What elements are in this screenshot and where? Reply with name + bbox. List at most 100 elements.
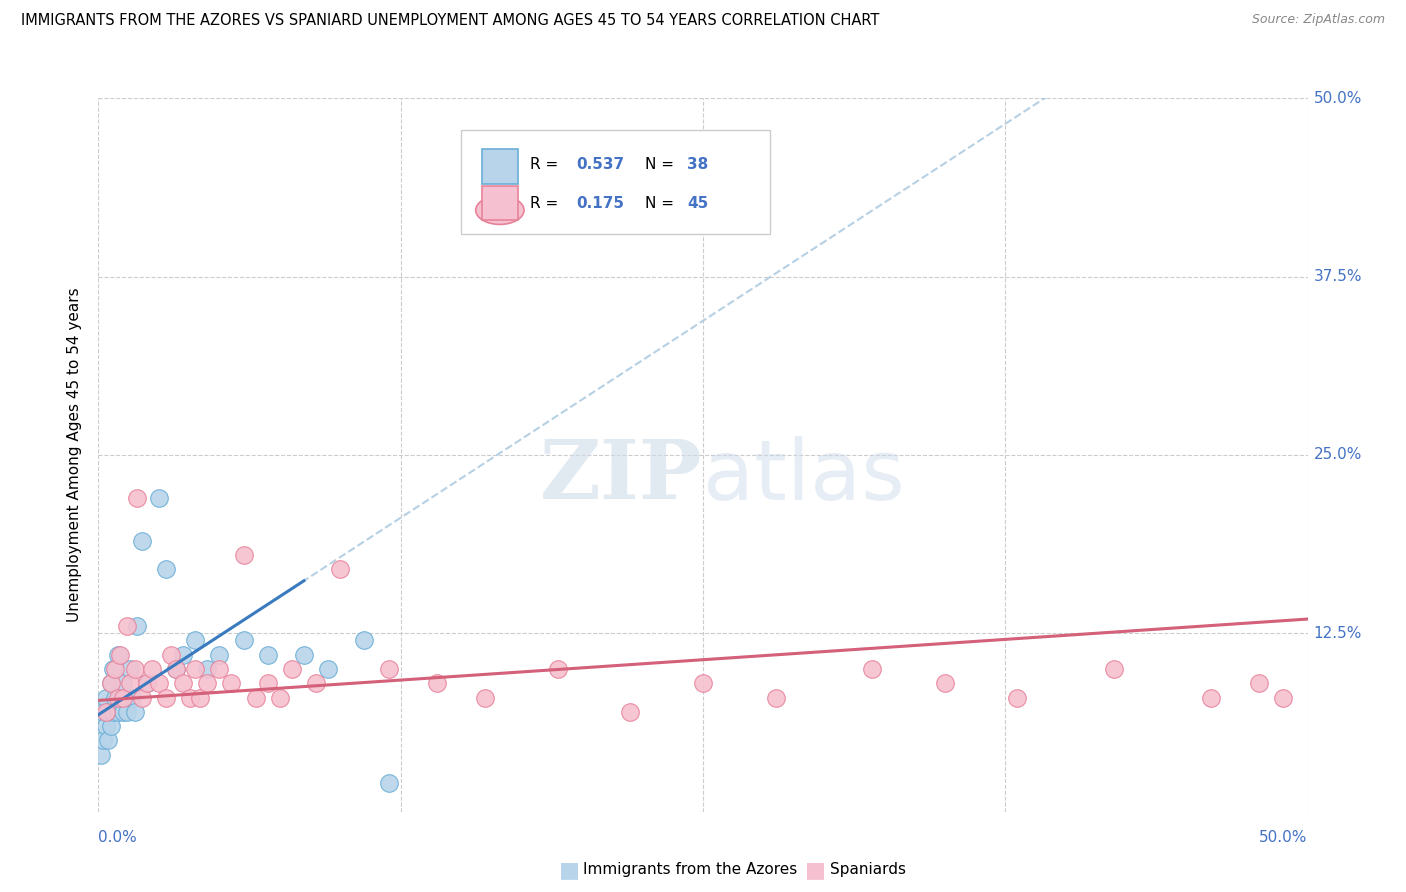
Point	[160, 648, 183, 662]
Point	[101, 662, 124, 676]
Point	[188, 690, 211, 705]
Point	[131, 533, 153, 548]
Point	[426, 676, 449, 690]
Point	[165, 662, 187, 676]
Point	[1102, 662, 1125, 676]
Text: Source: ZipAtlas.com: Source: ZipAtlas.com	[1251, 13, 1385, 27]
Point	[329, 562, 352, 576]
Point	[305, 676, 328, 690]
Text: ■: ■	[560, 860, 579, 880]
Point	[118, 676, 141, 690]
Point	[232, 548, 254, 562]
Text: 12.5%: 12.5%	[1313, 626, 1362, 640]
Y-axis label: Unemployment Among Ages 45 to 54 years: Unemployment Among Ages 45 to 54 years	[67, 287, 83, 623]
Point	[131, 690, 153, 705]
Point	[117, 705, 139, 719]
Point	[256, 676, 278, 690]
Point	[547, 662, 569, 676]
Point	[934, 676, 956, 690]
Point	[97, 733, 120, 747]
FancyBboxPatch shape	[482, 186, 517, 220]
Point	[111, 676, 134, 690]
Point	[114, 690, 136, 705]
Text: 25.0%: 25.0%	[1313, 448, 1362, 462]
Point	[108, 690, 131, 705]
Point	[256, 648, 278, 662]
Point	[90, 747, 112, 762]
Point	[94, 690, 117, 705]
Point	[377, 662, 399, 676]
Point	[155, 562, 177, 576]
Point	[1249, 676, 1271, 690]
Point	[281, 662, 304, 676]
Text: Spaniards: Spaniards	[830, 863, 905, 877]
Point	[1199, 690, 1222, 705]
Point	[1007, 690, 1029, 705]
Point	[91, 733, 114, 747]
Text: Immigrants from the Azores: Immigrants from the Azores	[583, 863, 797, 877]
Point	[155, 690, 177, 705]
Text: 50.0%: 50.0%	[1313, 91, 1362, 105]
Point	[316, 662, 339, 676]
Point	[148, 491, 170, 505]
Point	[692, 676, 714, 690]
Point	[121, 690, 143, 705]
Point	[127, 619, 149, 633]
Point	[124, 705, 146, 719]
Point	[245, 690, 267, 705]
Point	[195, 676, 218, 690]
Point	[221, 676, 243, 690]
Point	[172, 648, 194, 662]
Point	[107, 690, 129, 705]
Point	[127, 491, 149, 505]
Point	[101, 705, 124, 719]
Point	[107, 705, 129, 719]
Text: 50.0%: 50.0%	[1260, 830, 1308, 845]
Point	[208, 648, 231, 662]
Point	[165, 662, 187, 676]
Point	[208, 662, 231, 676]
Point	[377, 776, 399, 790]
Text: R =: R =	[530, 157, 564, 172]
Point	[195, 662, 218, 676]
Point	[141, 662, 163, 676]
Point	[104, 662, 127, 676]
Text: 0.537: 0.537	[576, 157, 624, 172]
Text: 0.175: 0.175	[576, 195, 624, 211]
Point	[172, 676, 194, 690]
Point	[765, 690, 787, 705]
Point	[232, 633, 254, 648]
Point	[1272, 690, 1295, 705]
FancyBboxPatch shape	[461, 130, 769, 234]
Point	[107, 648, 129, 662]
Point	[97, 705, 120, 719]
Point	[117, 619, 139, 633]
Point	[292, 648, 315, 662]
Point	[619, 705, 641, 719]
Point	[179, 690, 201, 705]
Point	[135, 676, 157, 690]
Point	[474, 690, 496, 705]
Point	[184, 662, 207, 676]
Point	[860, 662, 883, 676]
Point	[118, 662, 141, 676]
Point	[111, 690, 134, 705]
Text: N =: N =	[645, 195, 679, 211]
Point	[94, 719, 117, 733]
Point	[94, 705, 117, 719]
Point	[184, 633, 207, 648]
Point	[100, 676, 122, 690]
Point	[91, 705, 114, 719]
Text: atlas: atlas	[703, 436, 904, 516]
Text: 38: 38	[688, 157, 709, 172]
Point	[124, 662, 146, 676]
Point	[269, 690, 291, 705]
Text: N =: N =	[645, 157, 679, 172]
Point	[108, 648, 131, 662]
Point	[100, 676, 122, 690]
Point	[100, 719, 122, 733]
FancyBboxPatch shape	[482, 150, 517, 184]
Text: IMMIGRANTS FROM THE AZORES VS SPANIARD UNEMPLOYMENT AMONG AGES 45 TO 54 YEARS CO: IMMIGRANTS FROM THE AZORES VS SPANIARD U…	[21, 13, 880, 29]
Text: 37.5%: 37.5%	[1313, 269, 1362, 284]
Point	[135, 676, 157, 690]
